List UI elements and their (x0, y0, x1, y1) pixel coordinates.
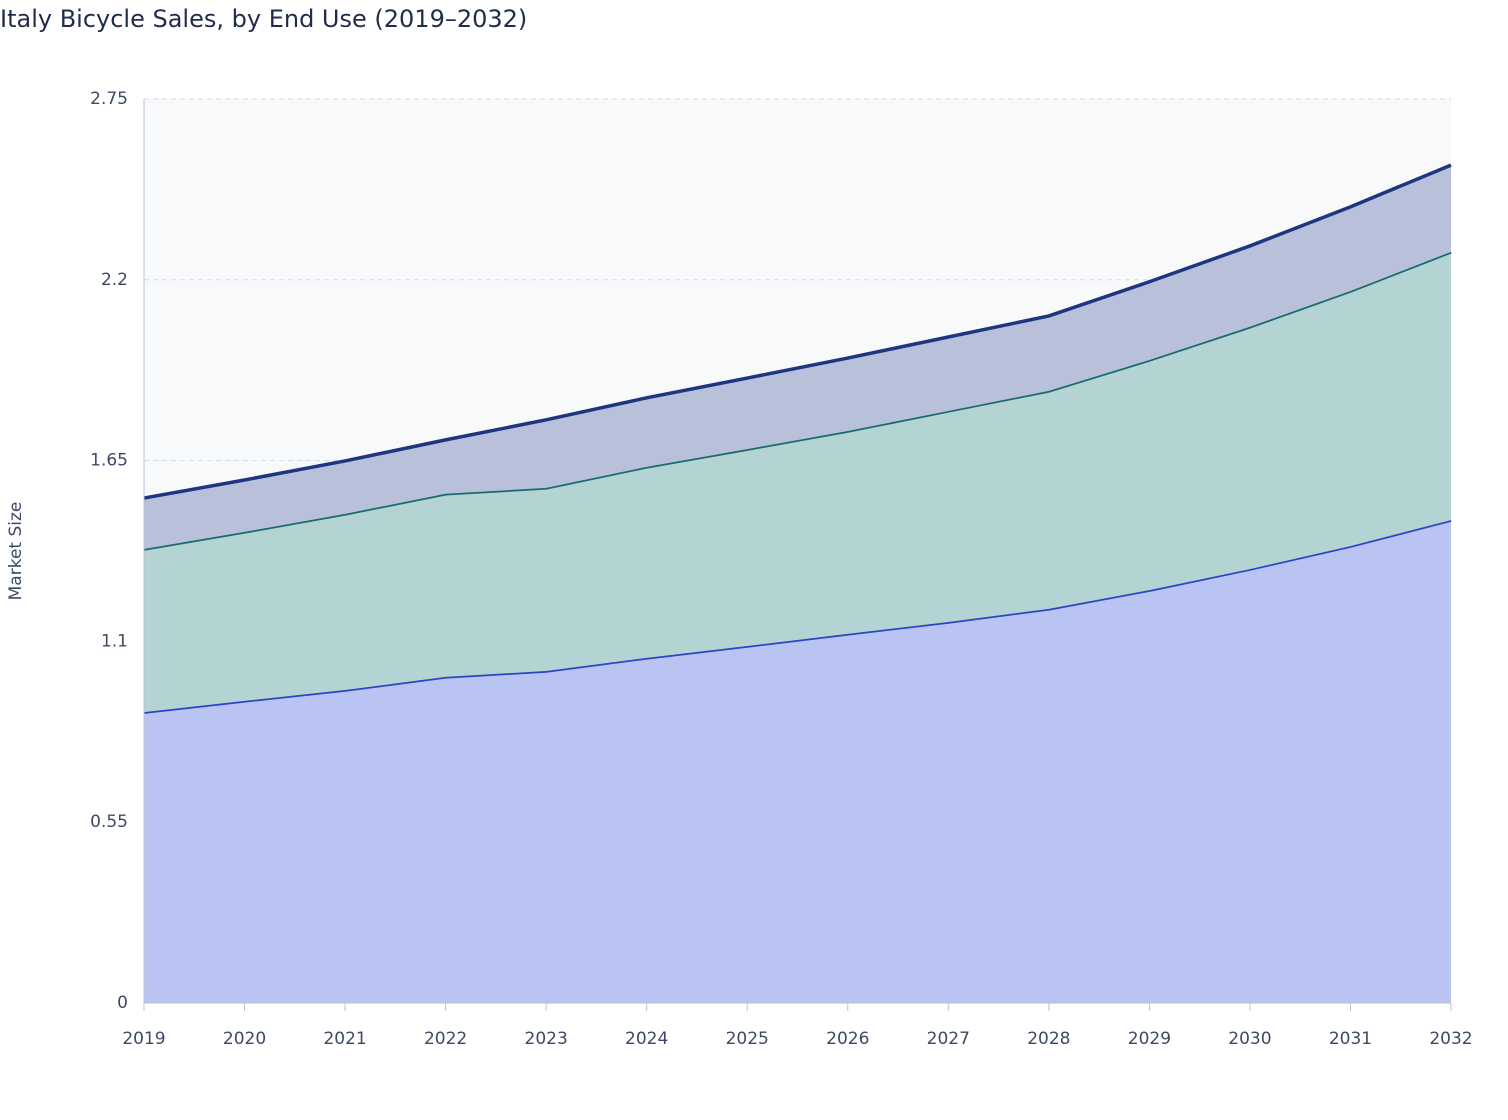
y-tick-label: 1.65 (90, 451, 128, 471)
x-tick-label: 2025 (726, 1029, 769, 1049)
area (144, 165, 1451, 550)
area (144, 520, 1451, 1003)
y-tick-label: 2.2 (101, 270, 128, 290)
y-tick-label: 1.1 (101, 631, 128, 651)
x-tick-label: 2022 (424, 1029, 467, 1049)
y-axis-title: Market Size (6, 502, 26, 601)
x-tick-label: 2030 (1228, 1029, 1271, 1049)
x-tick-label: 2024 (625, 1029, 668, 1049)
x-tick-label: 2026 (826, 1029, 869, 1049)
x-tick-label: 2019 (122, 1029, 165, 1049)
area (144, 251, 1451, 713)
chart-title: Italy Bicycle Sales, by End Use (2019–20… (0, 5, 527, 33)
x-tick-label: 2020 (223, 1029, 266, 1049)
x-tick-label: 2029 (1128, 1029, 1171, 1049)
x-tick-label: 2028 (1027, 1029, 1070, 1049)
x-tick-label: 2027 (927, 1029, 970, 1049)
area-line (143, 163, 1452, 500)
x-tick-label: 2031 (1329, 1029, 1372, 1049)
x-tick-label: 2021 (323, 1029, 366, 1049)
y-tick-label: 0.55 (90, 812, 128, 832)
y-tick-label: 0 (117, 993, 128, 1013)
x-tick-label: 2032 (1429, 1029, 1472, 1049)
x-tick-label: 2023 (525, 1029, 568, 1049)
y-tick-label: 2.75 (90, 89, 128, 109)
